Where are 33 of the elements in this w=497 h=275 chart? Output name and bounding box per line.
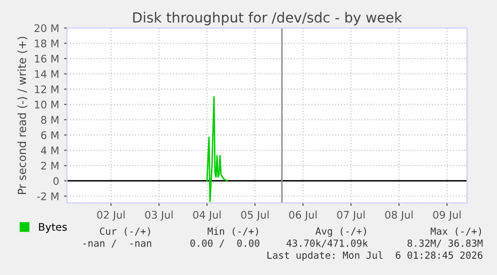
y-tick-label: -2 M: [37, 192, 58, 200]
chart-title: Disk throughput for /dev/sdc - by week: [133, 12, 402, 26]
text: 0.00 / 0.00: [190, 239, 260, 248]
y-tick-label: 6 M: [41, 131, 58, 140]
x-tick-label: 09 Jul: [433, 210, 461, 221]
y-tick-label: 8 M: [41, 116, 58, 124]
y-tick-label: 0: [53, 177, 59, 185]
y-tick-label: 2 M: [41, 162, 58, 170]
y-tick-label: 20 M: [34, 24, 58, 32]
text: Cur (-/+): [100, 227, 150, 236]
text: -nan / -nan: [83, 240, 152, 248]
y-tick-label: 10 M: [34, 100, 58, 109]
x-tick-label: 03 Jul: [145, 210, 173, 221]
x-tick-label: 04 Jul: [193, 210, 221, 221]
legend-label: Bytes: [39, 223, 67, 233]
x-tick-label: 05 Jul: [241, 210, 269, 221]
y-tick-label: 4 M: [40, 146, 58, 154]
y-tick-label: 16 M: [34, 54, 58, 63]
x-tick-label: 08 Jul: [385, 210, 413, 221]
x-tick-label: 06 Jul: [289, 210, 317, 221]
x-tick-label: 02 Jul: [97, 210, 125, 221]
y-axis-title: Pr second read (-) / write (+): [18, 36, 28, 194]
y-tick-label: 14 M: [34, 70, 58, 78]
text: Max (-/+): [430, 227, 481, 236]
line-series: [206, 96, 228, 202]
text: 43.70k/471.09k: [286, 239, 368, 248]
y-tick-label: 18 M: [34, 40, 58, 48]
text: Last update: Mon Jul 6 01:28:45 2026: [267, 251, 482, 261]
y-tick-label: 12 M: [34, 85, 58, 94]
x-tick-label: 07 Jul: [337, 210, 365, 221]
text: Min (-/+): [208, 227, 258, 236]
text: Avg (-/+): [316, 227, 366, 237]
text: 8.32M/ 36.83M: [408, 239, 483, 248]
